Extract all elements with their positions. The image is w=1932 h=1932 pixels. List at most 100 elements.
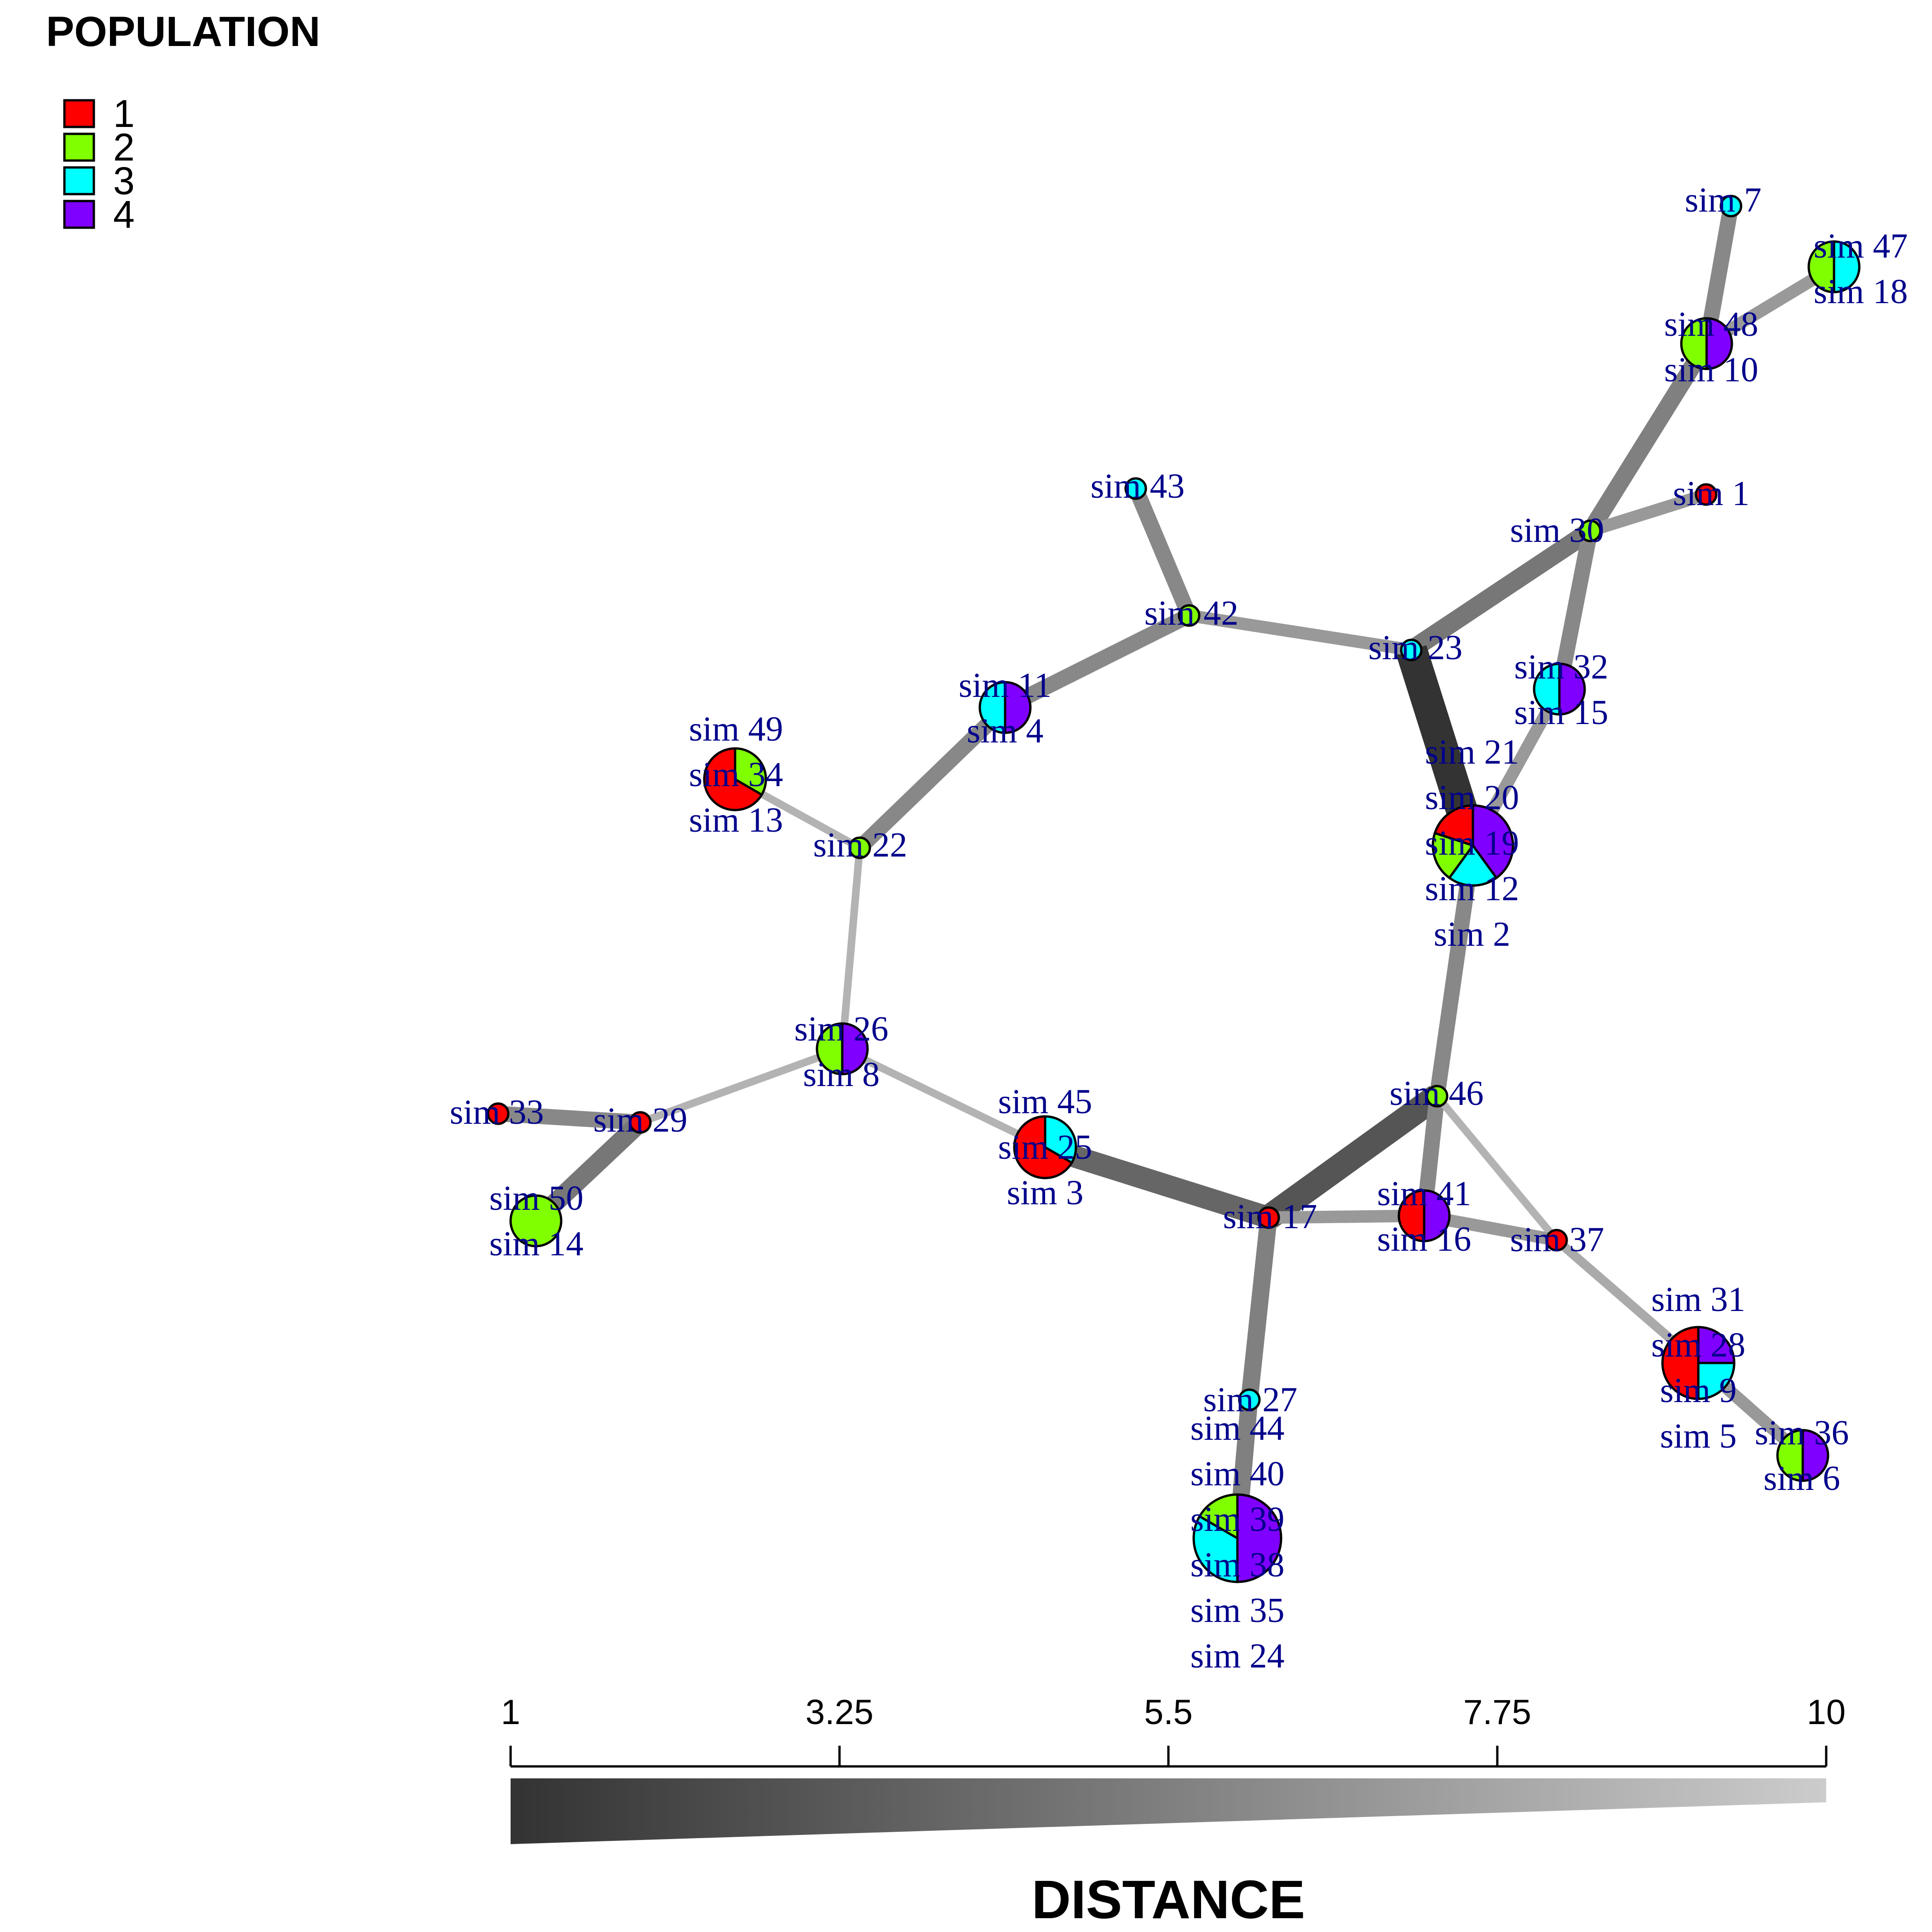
node-n30: [1579, 519, 1602, 542]
edge-n21-n46: [1429, 844, 1481, 1098]
pie-slice-pop-3: [1400, 638, 1423, 661]
node-label: sim 47: [1814, 227, 1908, 265]
node-n44: [1192, 1493, 1282, 1583]
distance-scale-axis: 1 3.25 5.5 7.75 10: [501, 1693, 1846, 1768]
pie-slice-pop-3: [1192, 1515, 1239, 1583]
node-label: sim 50: [489, 1179, 584, 1218]
node-n21: [1432, 804, 1514, 887]
pie-slice-pop-1: [1397, 1189, 1426, 1242]
edge-n33-n29: [497, 1106, 641, 1130]
edge-n43-n42: [1128, 485, 1196, 619]
distance-scale: 1 3.25 5.5 7.75 10 DISTANCE: [501, 1693, 1846, 1930]
edge-n46-n37: [1434, 1093, 1560, 1243]
edge-n46-n17: [1261, 1086, 1445, 1228]
node-label: sim 31: [1651, 1280, 1746, 1319]
pie-slice-pop-3: [1533, 662, 1561, 716]
pie-slice-pop-2: [734, 747, 767, 796]
node-n36: [1776, 1429, 1829, 1482]
node-n23: [1400, 638, 1423, 661]
node-label: sim 15: [1514, 693, 1609, 732]
pie-slice-pop-1: [1545, 1229, 1568, 1252]
edge-n30-n32: [1552, 529, 1598, 691]
pie-slice-pop-1: [1695, 483, 1718, 506]
edge-n1-n30: [1588, 489, 1708, 537]
pie-slice-pop-1: [629, 1111, 652, 1134]
node-label: sim 35: [1190, 1591, 1285, 1630]
edge-n26-n29: [639, 1045, 844, 1126]
node-label: sim 1: [1673, 474, 1750, 513]
legend-label-3: 3: [113, 159, 135, 202]
node-n1: [1695, 483, 1718, 506]
distance-tick-label: 3.25: [805, 1693, 874, 1732]
node-n43: [1124, 477, 1147, 500]
node-label: sim 10: [1664, 351, 1759, 389]
node-n29: [629, 1111, 652, 1134]
network-labels: sim 7 sim 47 sim 18 sim 48 sim 10 sim 1 sim 30…: [450, 181, 1908, 1675]
pie-slice-pop-3: [1697, 1362, 1736, 1400]
node-label: sim 12: [1425, 869, 1519, 908]
node-label: sim 3: [1007, 1173, 1084, 1212]
node-label: sim 9: [1660, 1371, 1737, 1410]
pie-slice-pop-1: [487, 1102, 510, 1125]
node-label: sim 36: [1755, 1414, 1849, 1452]
edge-n22-n26: [838, 847, 864, 1049]
node-label: sim 8: [803, 1055, 880, 1094]
network-nodes: [487, 195, 1861, 1583]
pie-slice-pop-4: [1801, 1429, 1829, 1482]
pie-slice-pop-1: [1013, 1115, 1074, 1179]
legend-label-4: 4: [113, 193, 135, 236]
node-n45: [1013, 1115, 1077, 1179]
node-n32: [1533, 662, 1586, 716]
pie-slice-pop-2: [1178, 604, 1201, 627]
pie-slice-pop-2: [1579, 519, 1602, 542]
node-label: sim 18: [1814, 272, 1908, 311]
node-label: sim 45: [998, 1082, 1092, 1121]
node-label: sim 27: [1203, 1380, 1298, 1419]
edge-n45-n17: [1041, 1137, 1272, 1228]
distance-tick-label: 7.75: [1463, 1693, 1531, 1732]
edge-n42-n23: [1188, 609, 1413, 656]
node-label: sim 20: [1425, 778, 1519, 817]
node-label: sim 11: [959, 666, 1052, 705]
node-label: sim 32: [1514, 648, 1609, 686]
legend-label-1: 1: [113, 92, 135, 135]
node-label: sim 34: [689, 755, 783, 794]
node-label: sim 26: [794, 1010, 889, 1048]
node-label: sim 46: [1390, 1074, 1484, 1113]
pie-slice-pop-3: [1719, 195, 1742, 218]
node-n31: [1661, 1326, 1736, 1400]
node-n42: [1178, 604, 1201, 627]
node-n26: [816, 1022, 869, 1075]
node-label: sim 24: [1190, 1637, 1285, 1675]
node-label: sim 29: [593, 1101, 688, 1139]
pie-slice-pop-4: [1423, 1189, 1451, 1242]
node-n46: [1426, 1085, 1449, 1108]
pie-slice-pop-3: [1448, 843, 1498, 887]
node-label: sim 39: [1190, 1500, 1285, 1539]
legend-swatch-2: [63, 132, 95, 162]
node-label: sim 41: [1377, 1174, 1472, 1213]
node-label: sim 2: [1434, 915, 1511, 954]
pie-slice-pop-4: [1705, 317, 1733, 370]
node-n47: [1807, 240, 1861, 293]
node-label: sim 25: [998, 1128, 1092, 1167]
pie-slice-pop-2: [1807, 240, 1835, 293]
node-label: sim 14: [489, 1225, 584, 1263]
pie-slice-pop-4: [1004, 681, 1032, 734]
pie-slice-pop-3: [1044, 1115, 1077, 1164]
legend-title: POPULATION: [46, 8, 320, 55]
node-label: sim 40: [1190, 1455, 1285, 1493]
node-n7: [1719, 195, 1742, 218]
edge-n42-n11: [1001, 608, 1193, 715]
pie-slice-pop-3: [1238, 1388, 1261, 1411]
pie-slice-pop-4: [1472, 804, 1514, 880]
edge-n11-n22: [854, 702, 1011, 854]
edge-n30-n23: [1406, 523, 1596, 658]
node-n22: [848, 836, 871, 859]
node-label: sim 33: [450, 1093, 544, 1132]
pie-slice-pop-3: [1833, 240, 1861, 293]
distance-tick-label: 10: [1807, 1693, 1846, 1732]
node-label: sim 49: [689, 710, 783, 748]
